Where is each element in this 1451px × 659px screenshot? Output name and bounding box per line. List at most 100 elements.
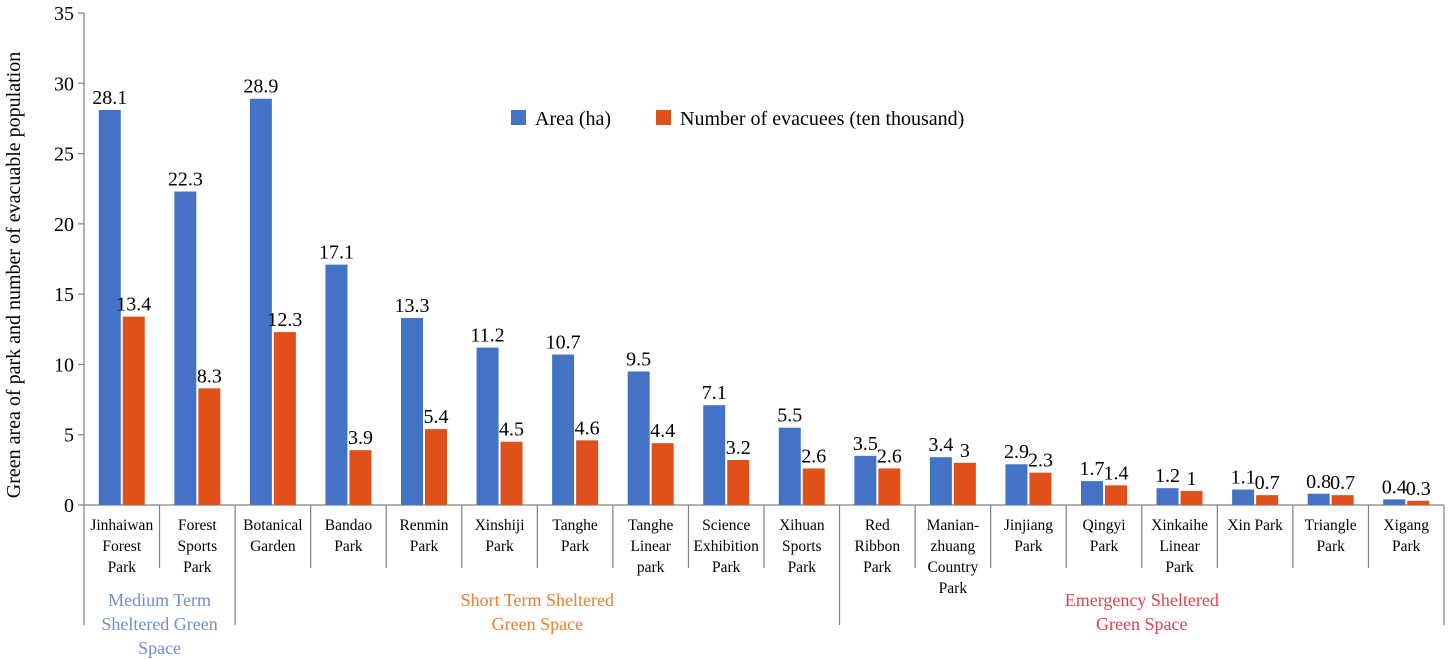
data-label-evacuees: 3.2 bbox=[726, 437, 751, 459]
x-tick-label: Botanical Garden bbox=[243, 517, 302, 555]
data-label-area: 9.5 bbox=[626, 348, 651, 370]
bar-evacuees bbox=[651, 443, 674, 505]
bar-area bbox=[1081, 481, 1103, 505]
bar-evacuees bbox=[122, 316, 145, 505]
x-tick-label: Forest Sports Park bbox=[178, 517, 218, 576]
x-tick-label: Xigang Park bbox=[1383, 517, 1429, 555]
bar-evacuees bbox=[425, 429, 447, 505]
group-label: Short Term Sheltered Green Space bbox=[461, 590, 614, 634]
data-label-evacuees: 4.5 bbox=[499, 419, 524, 441]
data-label-evacuees: 0.7 bbox=[1330, 472, 1355, 494]
bar-area bbox=[98, 109, 121, 505]
data-label-evacuees: 5.4 bbox=[424, 406, 449, 428]
bar-evacuees bbox=[198, 388, 221, 505]
category-labels: Jinhaiwan Forest Park Forest Sports Park Botan… bbox=[90, 517, 1429, 597]
data-label-area: 13.3 bbox=[395, 295, 430, 317]
data-label-area: 0.8 bbox=[1306, 471, 1331, 493]
data-labels: 28.113.422.38.328.912.317.13.913.35.411.… bbox=[92, 76, 1430, 500]
data-label-area: 0.4 bbox=[1382, 476, 1407, 498]
bar-area bbox=[854, 455, 877, 505]
bar-evacuees bbox=[500, 441, 523, 505]
bar-evacuees bbox=[1105, 485, 1127, 505]
data-label-area: 5.5 bbox=[777, 405, 802, 427]
bar-evacuees bbox=[273, 332, 296, 505]
bar-area bbox=[1383, 499, 1406, 505]
data-label-area: 1.7 bbox=[1080, 458, 1105, 480]
data-label-evacuees: 3 bbox=[960, 440, 970, 462]
x-tick-label: Science Exhibition Park bbox=[693, 517, 759, 576]
data-label-area: 11.2 bbox=[470, 325, 504, 347]
bar-evacuees bbox=[1331, 495, 1354, 505]
bar-area bbox=[929, 457, 952, 505]
data-label-area: 1.1 bbox=[1231, 467, 1256, 489]
bar-evacuees bbox=[1180, 490, 1203, 505]
bar-area bbox=[1232, 489, 1255, 505]
x-tick-label: Xihuan Sports Park bbox=[779, 517, 825, 576]
data-label-evacuees: 4.4 bbox=[650, 420, 675, 442]
data-label-evacuees: 0.3 bbox=[1406, 478, 1431, 500]
data-label-evacuees: 4.6 bbox=[575, 417, 600, 439]
data-label-area: 1.2 bbox=[1155, 465, 1180, 487]
data-label-evacuees: 2.3 bbox=[1028, 450, 1053, 472]
data-label-evacuees: 2.6 bbox=[877, 445, 902, 467]
data-label-area: 22.3 bbox=[168, 169, 203, 191]
bar-evacuees bbox=[576, 440, 599, 505]
legend-label-area: Area (ha) bbox=[535, 108, 611, 130]
x-tick-label: Triangle Park bbox=[1305, 517, 1357, 555]
data-label-evacuees: 1 bbox=[1187, 468, 1197, 490]
x-tick-label: Tanghe Park bbox=[552, 517, 598, 555]
bar-evacuees bbox=[878, 468, 901, 505]
bar-area bbox=[703, 405, 726, 505]
x-tick-label: Qingyi Park bbox=[1082, 517, 1126, 555]
bar-area bbox=[401, 318, 423, 505]
y-tick-label: 5 bbox=[64, 425, 74, 447]
bar-area bbox=[778, 427, 801, 505]
y-axis-label: Green area of park and number of evacuab… bbox=[3, 52, 25, 498]
data-label-area: 3.5 bbox=[853, 433, 878, 455]
bar-evacuees bbox=[953, 462, 976, 505]
legend-swatch-evacuees bbox=[656, 110, 671, 125]
bar-evacuees bbox=[727, 460, 750, 505]
bars bbox=[98, 98, 1430, 506]
axes: 0 5 10 15 20 25 30 35 bbox=[54, 3, 1445, 568]
data-label-evacuees: 8.3 bbox=[197, 365, 222, 387]
x-tick-label: Renmin Park bbox=[399, 517, 448, 555]
bar-area bbox=[174, 191, 197, 506]
bar-area bbox=[627, 371, 650, 505]
y-tick-label: 0 bbox=[64, 495, 74, 517]
data-label-area: 2.9 bbox=[1004, 441, 1029, 463]
x-tick-label: Manian-zhuang Country Park bbox=[927, 517, 980, 597]
data-label-evacuees: 12.3 bbox=[267, 309, 302, 331]
legend-swatch-area bbox=[511, 110, 526, 125]
x-tick-label: Xin Park bbox=[1227, 517, 1283, 534]
y-tick-label: 15 bbox=[54, 284, 74, 306]
data-label-area: 10.7 bbox=[546, 332, 581, 354]
bar-area bbox=[249, 98, 272, 506]
data-label-evacuees: 13.4 bbox=[116, 294, 151, 316]
y-tick-label: 35 bbox=[54, 3, 74, 25]
x-tick-label: Xinshiji Park bbox=[475, 517, 526, 555]
data-label-area: 28.1 bbox=[92, 87, 127, 109]
x-tick-label: Bandao Park bbox=[325, 517, 373, 555]
data-label-evacuees: 3.9 bbox=[348, 427, 373, 449]
x-tick-label: Jinjiang Park bbox=[1004, 517, 1053, 555]
data-label-area: 7.1 bbox=[702, 382, 727, 404]
bar-area bbox=[1005, 464, 1028, 505]
bar-evacuees bbox=[349, 450, 372, 505]
legend: Area (ha) Number of evacuees (ten thousan… bbox=[511, 108, 964, 130]
y-tick-label: 20 bbox=[54, 214, 74, 236]
data-label-evacuees: 0.7 bbox=[1255, 472, 1280, 494]
data-label-area: 17.1 bbox=[319, 242, 354, 264]
y-tick-label: 25 bbox=[54, 144, 74, 166]
bar-area bbox=[552, 354, 575, 505]
bar-area bbox=[476, 347, 499, 505]
bar-evacuees bbox=[1407, 500, 1430, 505]
x-tick-label: Tanghe Linear park bbox=[628, 517, 674, 576]
bar-evacuees bbox=[1029, 472, 1052, 505]
bar-evacuees bbox=[1256, 495, 1279, 505]
x-tick-label: Red Ribbon Park bbox=[855, 517, 901, 576]
data-label-evacuees: 1.4 bbox=[1104, 462, 1129, 484]
group-label: Medium Term Sheltered Green Space bbox=[101, 590, 217, 658]
legend-label-evacuees: Number of evacuees (ten thousand) bbox=[680, 108, 964, 130]
